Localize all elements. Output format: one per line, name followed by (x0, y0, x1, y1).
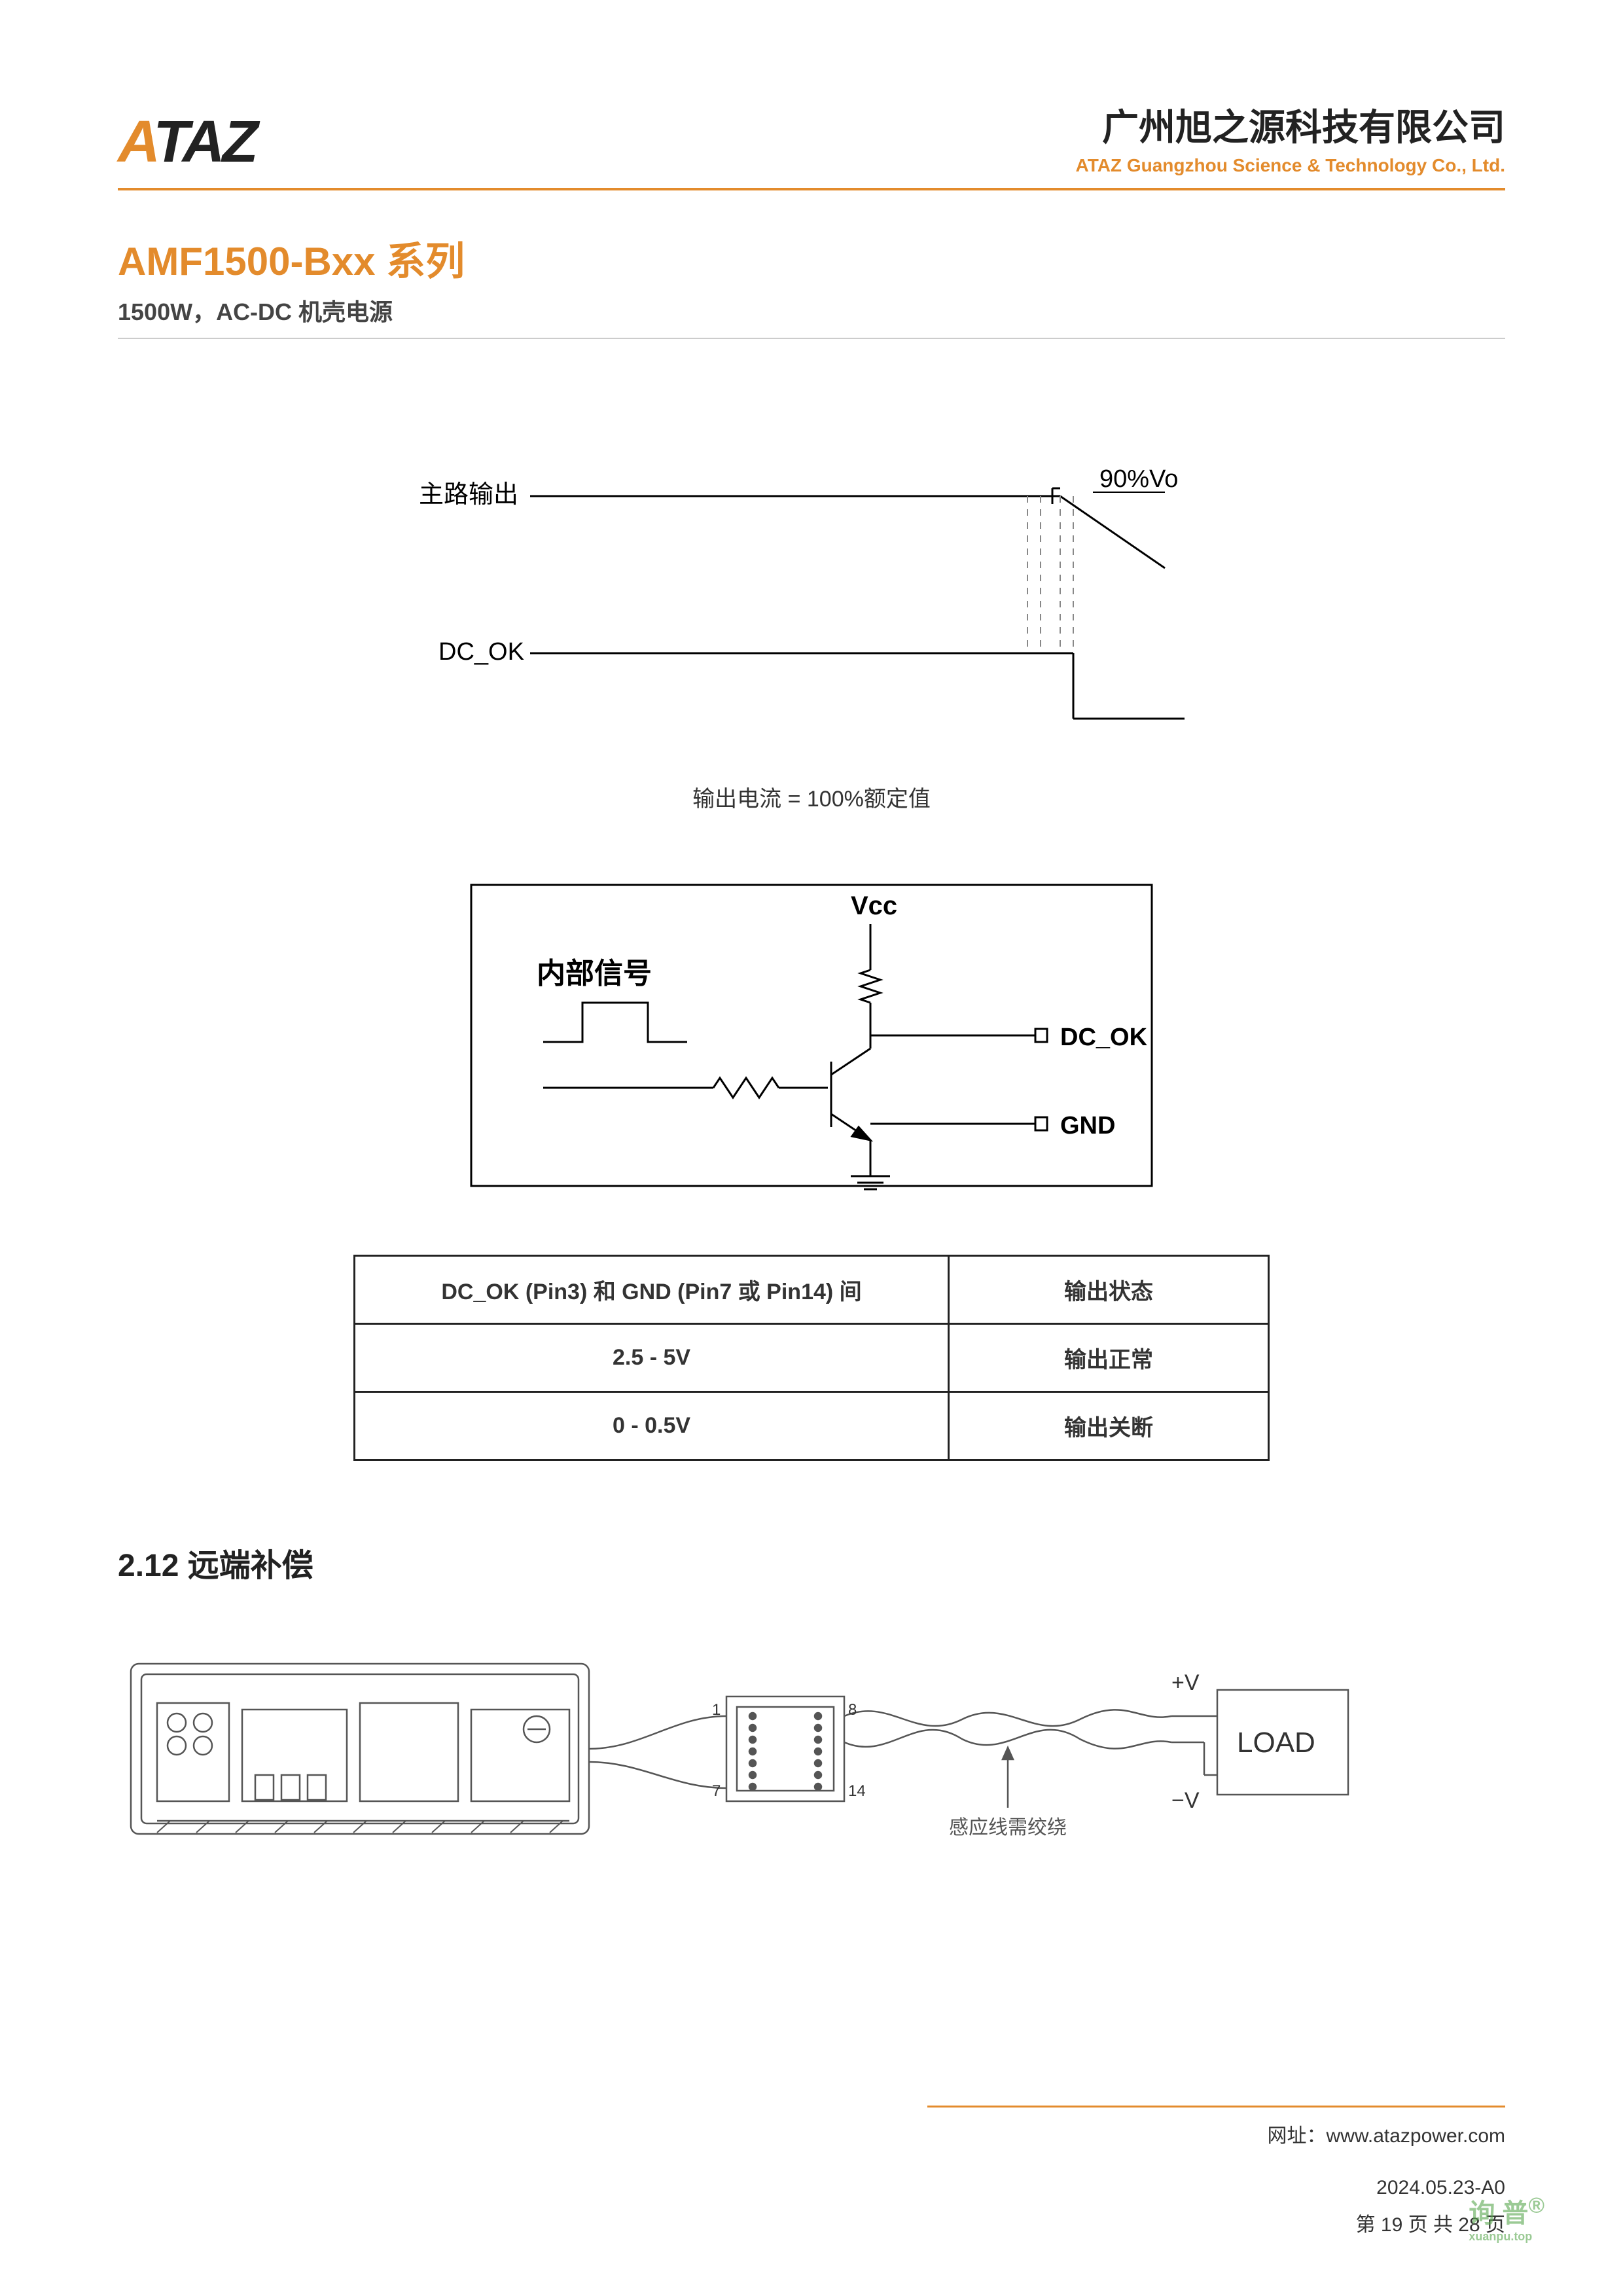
dcok-table: DC_OK (Pin3) 和 GND (Pin7 或 Pin14) 间 输出状态… (353, 1255, 1270, 1461)
product-series-title: AMF1500-Bxx 系列 (118, 230, 1505, 287)
pin-1: 1 (712, 1701, 721, 1719)
table-cell-range: 2.5 - 5V (355, 1324, 949, 1392)
pin-7: 7 (712, 1782, 721, 1800)
label-internal-signal: 内部信号 (537, 958, 652, 990)
label-load: LOAD (1237, 1727, 1315, 1759)
label-vcc: Vcc (851, 891, 897, 920)
table-row: 0 - 0.5V 输出关断 (355, 1392, 1269, 1460)
footer-date-rev: 2024.05.23-A0 (927, 2177, 1505, 2199)
table-row: DC_OK (Pin3) 和 GND (Pin7 或 Pin14) 间 输出状态 (355, 1256, 1269, 1324)
label-twist-note: 感应线需绞绕 (949, 1817, 1067, 1839)
table-header-left: DC_OK (Pin3) 和 GND (Pin7 或 Pin14) 间 (355, 1256, 949, 1324)
product-subtitle: 1500W，AC-DC 机壳电源 (118, 293, 1505, 327)
footer-page-number: 第 19 页 共 28 页 (927, 2208, 1505, 2237)
table-cell-state: 输出关断 (949, 1392, 1269, 1460)
circuit-diagram: 内部信号 Vcc DC_OK GND (452, 865, 1171, 1209)
footer-url: www.atazpower.com (1327, 2125, 1505, 2147)
label-90vo: 90%Vo (1099, 465, 1178, 493)
table-cell-range: 0 - 0.5V (355, 1392, 949, 1460)
company-name-en: ATAZ Guangzhou Science & Technology Co.,… (1076, 155, 1505, 176)
table-header-right: 输出状态 (949, 1256, 1269, 1324)
table-cell-state: 输出正常 (949, 1324, 1269, 1392)
label-minus-v: −V (1171, 1788, 1200, 1813)
label-main-output: 主路输出 (419, 481, 518, 509)
remote-sense-diagram: 1 8 7 14 +V −V LOAD 感应线需绞绕 (118, 1611, 1361, 1890)
pin-14: 14 (848, 1782, 866, 1800)
title-block: AMF1500-Bxx 系列 1500W，AC-DC 机壳电源 (118, 230, 1505, 339)
label-dcok-pin: DC_OK (1060, 1024, 1148, 1051)
label-plus-v: +V (1171, 1670, 1200, 1695)
page-footer: 网址：www.atazpower.com 2024.05.23-A0 第 19 … (927, 2096, 1505, 2237)
table-row: 2.5 - 5V 输出正常 (355, 1324, 1269, 1392)
timing-caption: 输出电流 = 100%额定值 (321, 781, 1302, 813)
page-header: ATAZ 广州旭之源科技有限公司 ATAZ Guangzhou Science … (118, 98, 1505, 190)
footer-url-label: 网址： (1268, 2125, 1327, 2147)
brand-logo: ATAZ (118, 109, 256, 176)
timing-diagram: 90%Vo 主路输出 DC_OK 输出电流 = 100%额定值 (321, 457, 1302, 813)
company-name-cn: 广州旭之源科技有限公司 (1076, 98, 1505, 151)
pin-8: 8 (848, 1701, 857, 1719)
label-gnd-pin: GND (1060, 1112, 1115, 1139)
watermark: 询 普® xuanpu.top (1469, 2192, 1544, 2244)
section-heading-2-12: 2.12 远端补偿 (118, 1539, 313, 1585)
label-dc-ok: DC_OK (438, 638, 524, 666)
company-block: 广州旭之源科技有限公司 ATAZ Guangzhou Science & Tec… (1076, 98, 1505, 176)
